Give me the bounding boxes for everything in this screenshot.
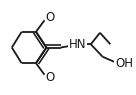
- Text: O: O: [46, 71, 55, 84]
- Text: O: O: [46, 11, 55, 24]
- Text: OH: OH: [115, 57, 133, 70]
- Text: HN: HN: [69, 38, 86, 51]
